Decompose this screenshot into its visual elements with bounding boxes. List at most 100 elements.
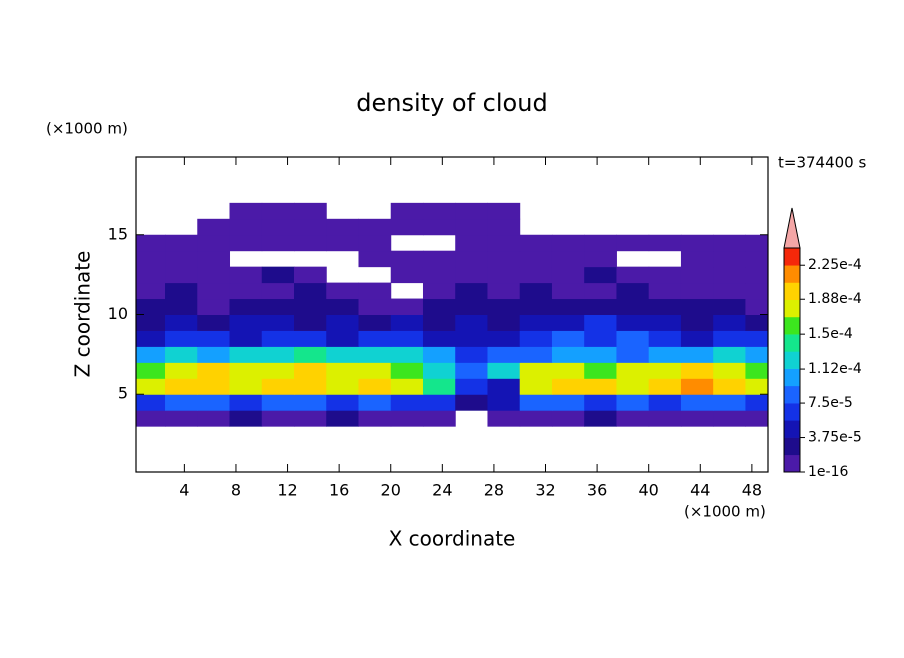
cell (648, 362, 682, 379)
cell (713, 282, 746, 300)
field (136, 202, 768, 427)
x-unit: (×1000 m) (684, 503, 766, 521)
cell (713, 250, 746, 268)
cell (326, 378, 359, 395)
cell (584, 298, 617, 315)
cell (487, 314, 521, 331)
cell (261, 282, 295, 300)
cell (165, 266, 198, 284)
cell (261, 362, 295, 379)
cell (261, 346, 295, 363)
cell (616, 378, 650, 395)
cell (680, 346, 714, 363)
cell (229, 202, 263, 220)
cell (519, 410, 553, 427)
cell (713, 330, 746, 347)
colorbar-band (784, 351, 800, 369)
cell (261, 218, 295, 236)
cell (358, 314, 392, 331)
cell (197, 266, 231, 284)
cell (136, 378, 166, 395)
cell (326, 282, 359, 300)
cell (680, 282, 714, 300)
colorbar-band (784, 248, 800, 266)
cell (455, 346, 488, 363)
cell (551, 234, 585, 252)
cell (136, 394, 166, 411)
cell (390, 410, 424, 427)
cell (261, 298, 295, 315)
cell (229, 234, 263, 252)
cell (197, 346, 231, 363)
time-label: t=374400 s (778, 154, 866, 172)
cell (136, 234, 166, 252)
cell (745, 250, 768, 268)
cell (584, 410, 617, 427)
cell (713, 314, 746, 331)
cell (326, 298, 359, 315)
cell (261, 314, 295, 331)
cell (584, 346, 617, 363)
cell (294, 266, 327, 284)
cell (487, 234, 521, 252)
x-tick-label: 24 (432, 481, 452, 500)
cell (197, 298, 231, 315)
cell (455, 378, 488, 395)
cell (519, 314, 553, 331)
plot-frame (135, 156, 769, 473)
cell (197, 282, 231, 300)
cell (519, 298, 553, 315)
cell (294, 314, 327, 331)
cell (551, 282, 585, 300)
cell (584, 394, 617, 411)
cell (358, 330, 392, 347)
cell (519, 266, 553, 284)
cell (745, 314, 768, 331)
cell (519, 362, 553, 379)
x-tick-label: 8 (231, 481, 241, 500)
cell (422, 330, 456, 347)
cell (326, 410, 359, 427)
cell (584, 378, 617, 395)
x-tick-label: 32 (535, 481, 555, 500)
cell (616, 266, 650, 284)
cell (422, 394, 456, 411)
cell (422, 266, 456, 284)
cell (261, 202, 295, 220)
cell (648, 314, 682, 331)
cell (358, 378, 392, 395)
cell (487, 250, 521, 268)
cell (358, 218, 392, 236)
cell (261, 378, 295, 395)
cell (390, 298, 424, 315)
colorbar-band (784, 368, 800, 387)
cell (136, 282, 166, 300)
cell (745, 394, 768, 411)
cell (390, 266, 424, 284)
cell (136, 314, 166, 331)
cell (455, 218, 488, 236)
x-tick-label: 40 (639, 481, 659, 500)
cell (584, 234, 617, 252)
cell (197, 362, 231, 379)
cell (616, 234, 650, 252)
cell (422, 346, 456, 363)
cell (551, 362, 585, 379)
cell (229, 314, 263, 331)
cell (390, 330, 424, 347)
x-tick-label: 12 (277, 481, 297, 500)
cell (165, 282, 198, 300)
cell (745, 362, 768, 379)
colorbar-frame (783, 247, 801, 473)
cell (487, 282, 521, 300)
cell (261, 394, 295, 411)
cell (680, 234, 714, 252)
cell (519, 282, 553, 300)
cell (358, 282, 392, 300)
cell (616, 282, 650, 300)
cell (455, 202, 488, 220)
cell (422, 218, 456, 236)
colorbar-band (784, 282, 800, 300)
colorbar-band (784, 316, 800, 335)
